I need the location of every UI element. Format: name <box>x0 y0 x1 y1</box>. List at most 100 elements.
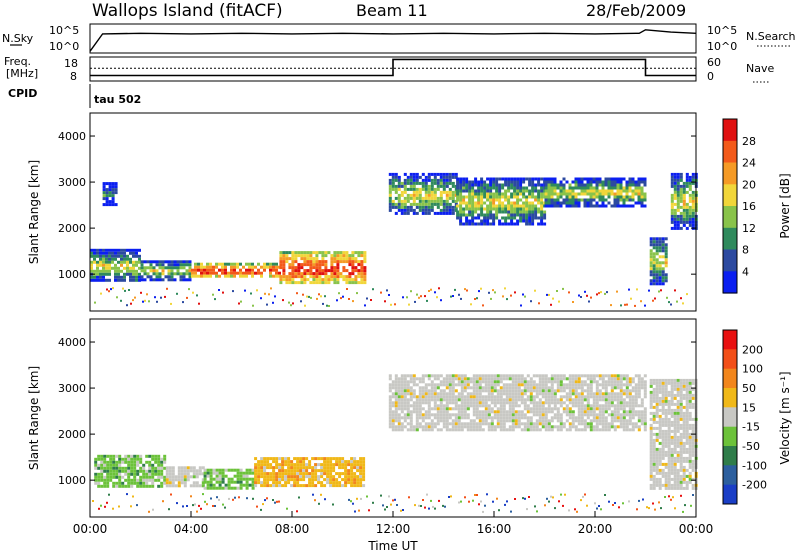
scatter-cell <box>646 506 648 509</box>
data-cell <box>294 257 298 261</box>
data-cell <box>676 381 680 385</box>
scatter-cell <box>450 295 452 298</box>
data-cell <box>163 466 167 470</box>
data-cell <box>397 386 401 390</box>
scatter-cell <box>210 497 212 500</box>
data-cell <box>619 380 623 384</box>
data-cell <box>478 377 482 381</box>
data-cell <box>547 425 551 429</box>
data-cell <box>142 463 146 467</box>
data-cell <box>284 478 288 482</box>
data-cell <box>643 374 647 378</box>
scatter-cell <box>352 300 354 303</box>
scatter-cell <box>148 510 150 513</box>
data-cell <box>135 260 138 264</box>
data-cell <box>293 457 297 461</box>
data-cell <box>112 484 116 488</box>
scatter-cell <box>624 303 626 306</box>
data-cell <box>475 404 479 408</box>
data-cell <box>436 407 440 411</box>
data-cell <box>679 423 683 427</box>
data-cell <box>436 184 440 188</box>
data-cell <box>598 377 602 381</box>
scatter-cell <box>110 288 112 291</box>
data-cell <box>532 386 536 390</box>
data-cell <box>427 178 431 182</box>
data-cell <box>112 481 116 485</box>
scatter-cell <box>320 493 322 496</box>
data-cell <box>177 478 181 482</box>
data-cell <box>589 410 593 414</box>
scatter-cell <box>304 304 306 307</box>
data-cell <box>333 251 337 255</box>
data-cell <box>176 260 180 264</box>
data-cell <box>329 472 333 476</box>
data-cell <box>535 419 539 423</box>
data-cell <box>634 425 638 429</box>
data-cell <box>333 281 337 285</box>
scatter-cell <box>380 291 382 294</box>
data-cell <box>493 398 497 402</box>
data-cell <box>652 267 656 271</box>
data-cell <box>139 478 143 482</box>
data-cell <box>580 398 584 402</box>
data-cell <box>406 407 410 411</box>
data-cell <box>625 425 629 429</box>
data-cell <box>130 463 134 467</box>
data-cell <box>330 275 334 279</box>
data-cell <box>415 407 419 411</box>
data-cell <box>667 468 671 472</box>
data-cell <box>643 428 647 432</box>
data-cell <box>442 181 446 185</box>
data-cell <box>505 386 509 390</box>
data-cell <box>330 263 334 267</box>
noise-panel-frame <box>89 23 697 54</box>
data-cell <box>499 419 503 423</box>
data-cell <box>493 428 497 432</box>
data-cell <box>197 265 200 269</box>
data-cell <box>592 407 596 411</box>
data-cell <box>350 484 354 488</box>
data-cell <box>619 204 623 208</box>
data-cell <box>471 216 475 220</box>
data-cell <box>348 272 352 276</box>
data-cell <box>132 266 135 270</box>
scatter-cell <box>202 493 204 496</box>
data-cell <box>631 428 635 432</box>
data-cell <box>363 278 367 282</box>
data-cell <box>510 213 514 217</box>
data-cell <box>281 484 285 488</box>
data-cell <box>516 189 520 193</box>
data-cell <box>102 197 106 201</box>
data-cell <box>477 198 481 202</box>
data-cell <box>559 204 563 208</box>
data-cell <box>157 463 161 467</box>
data-cell <box>293 481 297 485</box>
data-cell <box>311 472 315 476</box>
data-cell <box>562 401 566 405</box>
data-cell <box>526 404 530 408</box>
data-cell <box>499 380 503 384</box>
data-cell <box>517 377 521 381</box>
data-cell <box>541 410 545 414</box>
data-cell <box>363 269 367 273</box>
data-cell <box>409 404 413 408</box>
data-cell <box>127 460 131 464</box>
freq-panel-frame <box>89 56 697 82</box>
data-cell <box>445 401 449 405</box>
data-cell <box>321 257 325 261</box>
data-cell <box>394 178 398 182</box>
data-cell <box>670 381 674 385</box>
data-cell <box>610 177 614 181</box>
data-cell <box>622 204 626 208</box>
data-cell <box>616 195 620 199</box>
data-cell <box>658 378 662 382</box>
data-cell <box>459 213 463 217</box>
data-cell <box>308 478 312 482</box>
data-cell <box>409 425 413 429</box>
data-cell <box>499 422 503 426</box>
data-cell <box>120 248 123 252</box>
data-cell <box>180 472 184 476</box>
data-cell <box>529 377 533 381</box>
data-cell <box>604 386 608 390</box>
